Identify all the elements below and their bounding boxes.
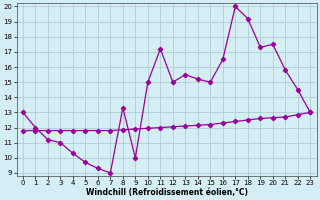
X-axis label: Windchill (Refroidissement éolien,°C): Windchill (Refroidissement éolien,°C): [85, 188, 248, 197]
